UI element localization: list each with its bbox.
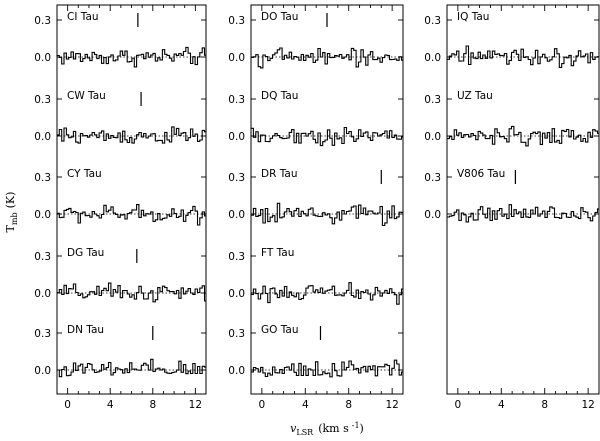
spectrum-dq-tau bbox=[251, 126, 403, 147]
y-tick-label-cy-tau-0: 0.0 bbox=[34, 209, 51, 221]
y-tick-label-do-tau-1: 0.3 bbox=[228, 15, 245, 27]
y-tick-label-dq-tau-1: 0.3 bbox=[228, 94, 245, 106]
y-axis-title: Tmb(K) bbox=[4, 192, 19, 233]
x-axis-title-unit: (km s bbox=[318, 422, 349, 435]
column-frame-3 bbox=[446, 4, 600, 395]
x-tick-label-col-3-1: 4 bbox=[498, 399, 505, 411]
spectrum-dg-tau bbox=[57, 282, 206, 303]
x-axis-title-sub: LSR bbox=[296, 428, 314, 437]
spectrum-cw-tau bbox=[57, 126, 206, 144]
spectrum-dn-tau bbox=[57, 358, 206, 378]
y-tick-label-ci-tau-0: 0.0 bbox=[34, 52, 51, 64]
x-axes-layer: 0 4 8 12 0 4 8 12 0 4 8 12 bbox=[56, 5, 600, 411]
x-tick-label-col-3-2: 8 bbox=[541, 399, 548, 411]
panel-label-uz-tau: UZ Tau bbox=[457, 90, 493, 102]
panel-do-tau: 0.0 0.3 DO Tau bbox=[228, 11, 403, 69]
spectrum-do-tau bbox=[251, 47, 403, 69]
panel-label-do-tau: DO Tau bbox=[261, 11, 298, 23]
spectrum-go-tau bbox=[251, 359, 403, 378]
x-axis-title: vLSR (km s -1) bbox=[290, 421, 364, 437]
y-tick-label-uz-tau-0: 0.0 bbox=[424, 131, 441, 143]
x-axis-col-3: 0 4 8 12 bbox=[446, 5, 600, 411]
spectrum-ci-tau bbox=[57, 46, 206, 68]
spectrum-cy-tau bbox=[57, 204, 206, 226]
panel-iq-tau: 0.0 0.3 IQ Tau bbox=[424, 11, 599, 68]
panel-label-ft-tau: FT Tau bbox=[261, 247, 294, 259]
panel-cy-tau: 0.0 0.3 CY Tau bbox=[34, 168, 206, 226]
y-tick-label-iq-tau-0: 0.0 bbox=[424, 52, 441, 64]
x-tick-label-col-1-1: 4 bbox=[107, 399, 114, 411]
x-tick-label-col-2-1: 4 bbox=[302, 399, 309, 411]
panel-go-tau: 0.0 0.3 GO Tau bbox=[228, 324, 403, 378]
x-tick-label-col-1-3: 12 bbox=[189, 399, 202, 411]
x-axis-col-1: 0 4 8 12 bbox=[56, 5, 207, 411]
panel-v806-tau: 0.0 0.3 V806 Tau bbox=[424, 168, 599, 223]
panel-uz-tau: 0.0 0.3 UZ Tau bbox=[424, 90, 599, 147]
panel-ci-tau: 0.0 0.3 CI Tau bbox=[34, 11, 206, 68]
x-axis-title-exp: -1 bbox=[352, 421, 360, 430]
y-axis-title-unit: (K) bbox=[4, 192, 17, 209]
spectrum-v806-tau bbox=[447, 204, 599, 223]
panel-label-ci-tau: CI Tau bbox=[67, 11, 99, 23]
panel-ft-tau: 0.0 0.3 FT Tau bbox=[228, 247, 403, 305]
x-tick-label-col-1-0: 0 bbox=[64, 399, 71, 411]
panel-label-dr-tau: DR Tau bbox=[261, 168, 297, 180]
panel-label-dn-tau: DN Tau bbox=[67, 324, 104, 336]
y-tick-label-dr-tau-1: 0.3 bbox=[228, 172, 245, 184]
spectrum-dr-tau bbox=[251, 202, 403, 227]
panel-dg-tau: 0.0 0.3 DG Tau bbox=[34, 247, 206, 303]
panel-cw-tau: 0.0 0.3 CW Tau bbox=[34, 90, 206, 144]
spectrum-uz-tau bbox=[447, 125, 599, 147]
x-tick-label-col-2-2: 8 bbox=[345, 399, 352, 411]
panel-dn-tau: 0.0 0.3 DN Tau bbox=[34, 324, 206, 378]
x-tick-label-col-2-0: 0 bbox=[259, 399, 266, 411]
y-tick-label-dg-tau-0: 0.0 bbox=[34, 288, 51, 300]
y-tick-label-cw-tau-1: 0.3 bbox=[34, 94, 51, 106]
y-tick-label-go-tau-1: 0.3 bbox=[228, 328, 245, 340]
panel-label-dg-tau: DG Tau bbox=[67, 247, 104, 259]
y-tick-label-dr-tau-0: 0.0 bbox=[228, 209, 245, 221]
panel-label-dq-tau: DQ Tau bbox=[261, 90, 298, 102]
y-tick-label-iq-tau-1: 0.3 bbox=[424, 15, 441, 27]
y-tick-label-cw-tau-0: 0.0 bbox=[34, 131, 51, 143]
y-tick-label-dq-tau-0: 0.0 bbox=[228, 131, 245, 143]
y-tick-label-dn-tau-0: 0.0 bbox=[34, 365, 51, 377]
panel-label-v806-tau: V806 Tau bbox=[457, 168, 505, 180]
panel-dr-tau: 0.0 0.3 DR Tau bbox=[228, 168, 403, 227]
x-axis-title-close: ) bbox=[360, 422, 364, 435]
panel-label-cw-tau: CW Tau bbox=[67, 90, 106, 102]
y-tick-label-cy-tau-1: 0.3 bbox=[34, 172, 51, 184]
panel-label-iq-tau: IQ Tau bbox=[457, 11, 489, 23]
y-tick-label-dn-tau-1: 0.3 bbox=[34, 328, 51, 340]
spectrum-iq-tau bbox=[447, 45, 599, 68]
y-tick-label-ft-tau-1: 0.3 bbox=[228, 251, 245, 263]
panel-label-cy-tau: CY Tau bbox=[67, 168, 102, 180]
y-tick-label-ft-tau-0: 0.0 bbox=[228, 288, 245, 300]
panel-dq-tau: 0.0 0.3 DQ Tau bbox=[228, 90, 403, 147]
x-tick-label-col-3-3: 12 bbox=[581, 399, 594, 411]
y-axis-title-sub: mb bbox=[10, 212, 19, 225]
spectrum-ft-tau bbox=[251, 282, 403, 305]
x-tick-label-col-2-3: 12 bbox=[385, 399, 398, 411]
x-tick-label-col-3-0: 0 bbox=[455, 399, 462, 411]
y-tick-label-do-tau-0: 0.0 bbox=[228, 52, 245, 64]
y-tick-label-dg-tau-1: 0.3 bbox=[34, 251, 51, 263]
y-tick-label-uz-tau-1: 0.3 bbox=[424, 94, 441, 106]
y-tick-label-v806-tau-0: 0.0 bbox=[424, 209, 441, 221]
x-tick-label-col-1-2: 8 bbox=[149, 399, 156, 411]
y-tick-label-v806-tau-1: 0.3 bbox=[424, 172, 441, 184]
x-axis-col-2: 0 4 8 12 bbox=[250, 5, 404, 411]
y-tick-label-go-tau-0: 0.0 bbox=[228, 365, 245, 377]
y-tick-label-ci-tau-1: 0.3 bbox=[34, 15, 51, 27]
panel-label-go-tau: GO Tau bbox=[261, 324, 299, 336]
